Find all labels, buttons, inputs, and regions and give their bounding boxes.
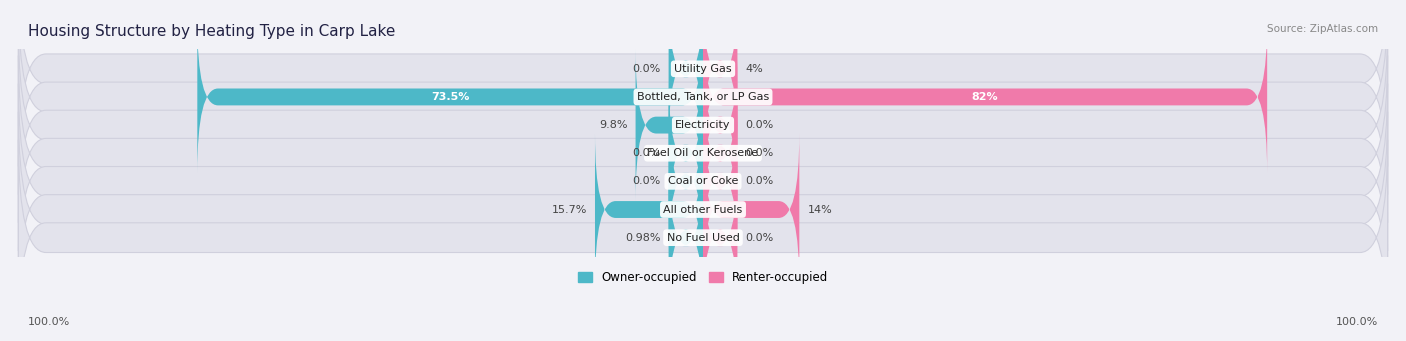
FancyBboxPatch shape <box>669 0 703 145</box>
FancyBboxPatch shape <box>18 140 1388 335</box>
Text: 0.0%: 0.0% <box>633 64 661 74</box>
FancyBboxPatch shape <box>703 49 737 201</box>
Text: Fuel Oil or Kerosene: Fuel Oil or Kerosene <box>647 148 759 158</box>
FancyBboxPatch shape <box>18 56 1388 251</box>
FancyBboxPatch shape <box>18 0 1388 166</box>
FancyBboxPatch shape <box>595 134 703 285</box>
FancyBboxPatch shape <box>669 162 703 314</box>
Text: 73.5%: 73.5% <box>432 92 470 102</box>
Text: All other Fuels: All other Fuels <box>664 205 742 214</box>
Text: 100.0%: 100.0% <box>28 317 70 327</box>
Text: Bottled, Tank, or LP Gas: Bottled, Tank, or LP Gas <box>637 92 769 102</box>
Text: Utility Gas: Utility Gas <box>675 64 731 74</box>
Text: 0.0%: 0.0% <box>745 148 773 158</box>
FancyBboxPatch shape <box>18 0 1388 195</box>
Text: 100.0%: 100.0% <box>1336 317 1378 327</box>
FancyBboxPatch shape <box>703 105 737 257</box>
FancyBboxPatch shape <box>18 84 1388 279</box>
FancyBboxPatch shape <box>18 112 1388 307</box>
Text: 0.0%: 0.0% <box>633 176 661 187</box>
Text: 9.8%: 9.8% <box>599 120 627 130</box>
Text: 82%: 82% <box>972 92 998 102</box>
FancyBboxPatch shape <box>18 27 1388 223</box>
Text: 4%: 4% <box>745 64 763 74</box>
Text: Coal or Coke: Coal or Coke <box>668 176 738 187</box>
FancyBboxPatch shape <box>703 162 737 314</box>
Text: 0.98%: 0.98% <box>624 233 661 243</box>
Text: Source: ZipAtlas.com: Source: ZipAtlas.com <box>1267 24 1378 34</box>
FancyBboxPatch shape <box>636 49 703 201</box>
Text: 15.7%: 15.7% <box>551 205 586 214</box>
Text: Electricity: Electricity <box>675 120 731 130</box>
Text: 0.0%: 0.0% <box>745 120 773 130</box>
Text: Housing Structure by Heating Type in Carp Lake: Housing Structure by Heating Type in Car… <box>28 24 395 39</box>
FancyBboxPatch shape <box>703 134 800 285</box>
Text: 14%: 14% <box>807 205 832 214</box>
Text: 0.0%: 0.0% <box>633 148 661 158</box>
FancyBboxPatch shape <box>669 105 703 257</box>
FancyBboxPatch shape <box>703 77 737 229</box>
FancyBboxPatch shape <box>669 77 703 229</box>
FancyBboxPatch shape <box>703 21 1267 173</box>
FancyBboxPatch shape <box>197 21 703 173</box>
FancyBboxPatch shape <box>703 0 737 145</box>
Legend: Owner-occupied, Renter-occupied: Owner-occupied, Renter-occupied <box>572 267 834 289</box>
Text: 0.0%: 0.0% <box>745 233 773 243</box>
Text: 0.0%: 0.0% <box>745 176 773 187</box>
Text: No Fuel Used: No Fuel Used <box>666 233 740 243</box>
